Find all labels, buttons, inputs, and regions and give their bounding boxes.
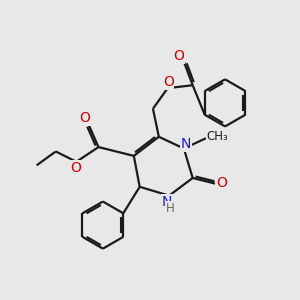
Text: CH₃: CH₃ bbox=[206, 130, 228, 143]
Text: O: O bbox=[70, 161, 81, 175]
Text: H: H bbox=[166, 202, 175, 214]
Text: O: O bbox=[216, 176, 227, 190]
Text: N: N bbox=[181, 137, 191, 151]
Text: O: O bbox=[173, 50, 184, 63]
Text: O: O bbox=[163, 75, 174, 89]
Text: O: O bbox=[79, 111, 90, 125]
Text: N: N bbox=[162, 195, 172, 209]
